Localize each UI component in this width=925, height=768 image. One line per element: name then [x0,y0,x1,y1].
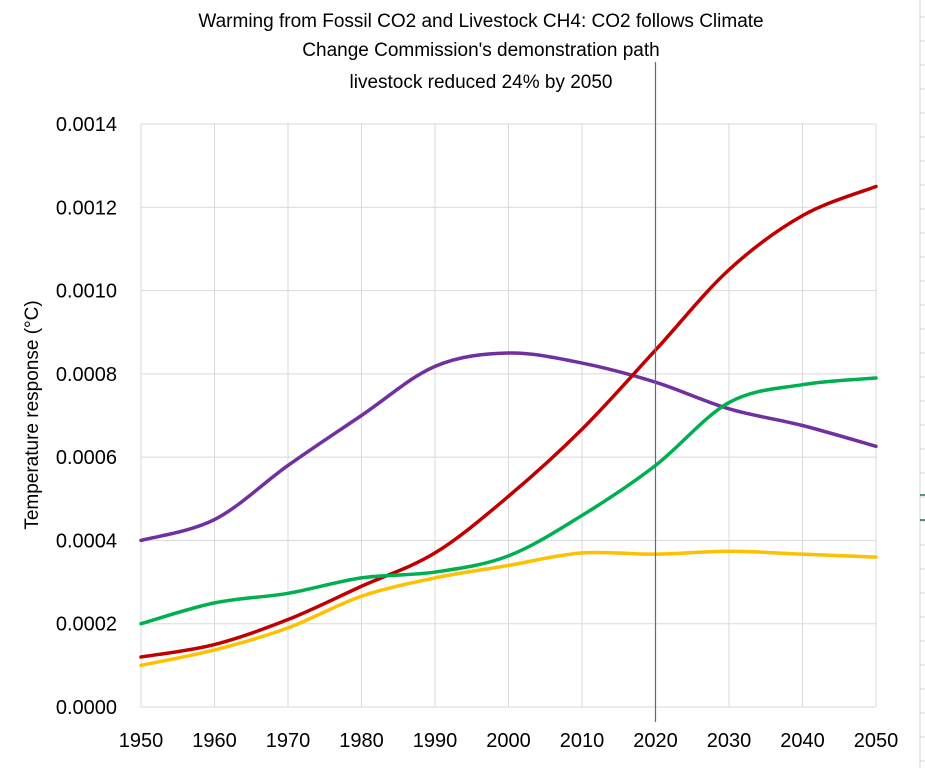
x-tick-label: 1960 [192,730,237,752]
y-tick-label: 0.0004 [56,530,117,552]
x-tick-label: 1970 [266,730,311,752]
y-tick-label: 0.0010 [56,281,117,303]
series-line-red [139,184,878,659]
series-line-green [139,376,878,626]
x-axis-ticks: 1950 1960 1970 1980 1990 2000 2010 2020 2030 2040… [119,730,899,752]
y-tick-label: 0.0000 [56,697,117,719]
x-tick-label: 2010 [560,730,605,752]
spreadsheet-column-edge [919,0,925,768]
x-tick-label: 1980 [339,730,384,752]
x-tick-label: 1990 [413,730,458,752]
x-tick-label: 2020 [633,730,678,752]
x-tick-label: 2050 [854,730,899,752]
chart-title-line-2: Change Commission's demonstration path [302,40,659,61]
gridlines [140,123,877,708]
y-tick-label: 0.0014 [56,114,117,136]
chart-title-line-3: livestock reduced 24% by 2050 [350,72,613,93]
x-tick-label: 2030 [707,730,752,752]
y-tick-label: 0.0006 [56,447,117,469]
series-line-purple [139,351,878,543]
series-lines [139,184,878,668]
y-tick-label: 0.0008 [56,364,117,386]
series-line-yellow [139,549,878,668]
y-axis-ticks: 0.0000 0.0002 0.0004 0.0006 0.0008 0.0010 0.00… [56,114,117,719]
x-tick-label: 2000 [486,730,531,752]
x-tick-label: 1950 [119,730,164,752]
y-tick-label: 0.0012 [56,197,117,219]
y-tick-label: 0.0002 [56,614,117,636]
y-axis-title: Temperature response (°C) [22,300,43,529]
chart-title-line-1: Warming from Fossil CO2 and Livestock CH… [198,11,763,32]
x-tick-label: 2040 [780,730,825,752]
